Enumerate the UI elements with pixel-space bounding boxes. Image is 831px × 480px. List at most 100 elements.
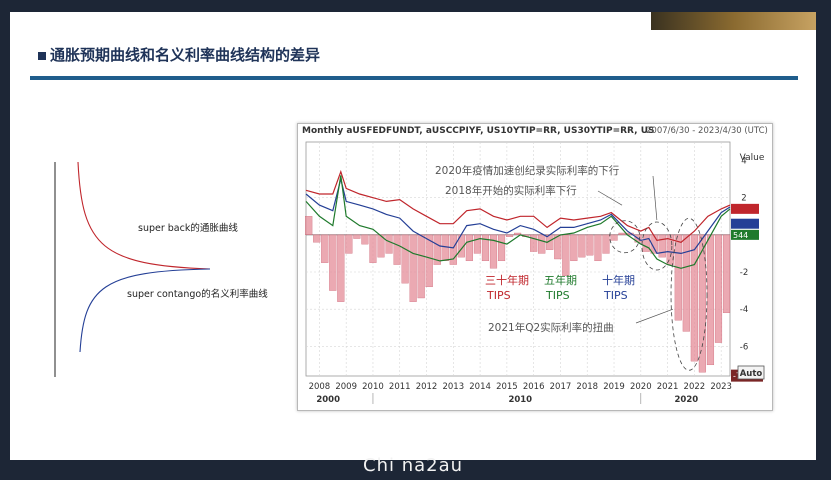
real-rate-bar	[554, 234, 562, 260]
y-tick-label: 2	[741, 194, 746, 204]
chart-panel: Monthly aUSFEDFUNDT, aUSCCPIYF, US10YTIP…	[297, 123, 773, 411]
contango-curve	[79, 268, 211, 353]
real-rate-bar	[417, 234, 425, 299]
real-rate-bar	[706, 234, 715, 366]
x-tick-label: 2010	[362, 382, 384, 392]
real-rate-bar	[530, 234, 538, 252]
real-rate-bar	[682, 234, 690, 332]
y-axis-label: Value	[740, 153, 765, 163]
x-tick-label: 2021	[657, 382, 679, 392]
chart-svg: 2008 2009 2010 2011 2012 2013 2014 2015 2016 2017…	[305, 141, 765, 405]
real-rate-bar	[489, 234, 498, 269]
legend-entry-line2: TIPS	[545, 289, 570, 302]
real-rate-bar	[690, 234, 698, 362]
current-value-label: 544	[733, 231, 748, 240]
era-label: 2000	[316, 395, 340, 405]
chart-date-range: 2007/6/30 - 2023/4/30 (UTC)	[646, 126, 768, 136]
real-rate-bar	[465, 234, 473, 262]
real-rate-bar	[425, 234, 433, 288]
annotation-leader	[652, 175, 658, 221]
annotation-text: 2020年疫情加速创纪录实际利率的下行	[435, 164, 620, 177]
x-tick-label: 2018	[576, 382, 598, 392]
legend-entry-line1: 三十年期	[485, 273, 529, 287]
y-tick-label: -4	[740, 305, 748, 315]
legend-entry-line1: 十年期	[602, 273, 635, 287]
real-rate-bar	[409, 234, 417, 302]
slide-title: 通胀预期曲线和名义利率曲线结构的差异	[38, 44, 320, 65]
real-rate-bar	[618, 232, 626, 236]
x-tick-label: 2015	[496, 382, 518, 392]
real-rate-bar	[650, 234, 658, 254]
real-rate-bar	[377, 234, 385, 258]
real-rate-bar	[586, 234, 594, 256]
contango-label: super contango的名义利率曲线	[127, 289, 268, 300]
x-tick-label: 2016	[523, 382, 545, 392]
x-tick-label: 2017	[550, 382, 572, 392]
x-tick-label: 2019	[603, 382, 625, 392]
real-rate-bar	[361, 234, 369, 245]
real-rate-bar	[337, 234, 345, 302]
real-rate-bar	[313, 234, 321, 243]
series-line	[305, 175, 731, 269]
annotation-text: 2018年开始的实际利率下行	[445, 184, 577, 197]
real-rate-bar	[401, 234, 409, 284]
real-rate-bar	[329, 234, 337, 291]
y-tick-label: -2	[740, 268, 748, 278]
x-tick-label: 2008	[309, 382, 331, 392]
real-rate-bar	[369, 234, 377, 263]
real-rate-bar	[481, 234, 490, 262]
highlight-ellipse	[609, 220, 641, 254]
legend-entry-line2: TIPS	[486, 289, 511, 302]
real-rate-bar	[514, 232, 522, 236]
x-tick-label: 2013	[442, 382, 464, 392]
annotation-text: 2021年Q2实际利率的扭曲	[488, 321, 614, 334]
watermark: Chi na2au	[363, 455, 464, 476]
title-underline	[30, 76, 798, 80]
real-rate-bar	[393, 234, 401, 265]
x-tick-label: 2020	[630, 382, 652, 392]
real-rate-bar	[570, 234, 578, 262]
current-value-flag	[731, 203, 759, 214]
real-rate-bar	[674, 234, 682, 321]
current-value-flag	[731, 229, 759, 240]
real-rate-bar	[610, 234, 618, 241]
real-rate-bar	[714, 234, 723, 343]
backwardation-label: super back的通胀曲线	[138, 223, 238, 234]
real-rate-bar	[722, 234, 731, 314]
annotation-leader	[597, 190, 623, 206]
annotation-leader	[635, 308, 674, 324]
slide-decoration	[651, 12, 816, 30]
real-rate-bar	[305, 216, 313, 236]
backwardation-curve	[77, 161, 211, 270]
x-tick-label: 2014	[469, 382, 491, 392]
series-line	[305, 178, 731, 255]
x-tick-label: 2022	[684, 382, 706, 392]
y-tick-label: 4	[741, 157, 746, 167]
x-tick-label: 2011	[389, 382, 411, 392]
series-line	[305, 169, 731, 243]
real-rate-bar	[602, 234, 610, 254]
real-rate-bar	[562, 234, 570, 276]
x-tick-label: 2009	[335, 382, 357, 392]
era-label: 2010	[508, 395, 532, 405]
real-rate-bar	[642, 234, 650, 252]
real-rate-bar	[578, 234, 586, 258]
slide-title-text: 通胀预期曲线和名义利率曲线结构的差异	[50, 46, 321, 64]
curve-sketch	[54, 161, 211, 377]
current-value-flag	[731, 218, 759, 229]
real-rate-bar	[345, 234, 353, 254]
auto-scale-button-box[interactable]	[737, 365, 765, 380]
real-rate-bar	[658, 234, 666, 258]
auto-scale-button[interactable]: Auto	[737, 365, 765, 380]
real-rate-bar	[505, 234, 514, 237]
real-rate-bar	[497, 234, 506, 262]
real-rate-bar	[538, 234, 546, 254]
highlight-ellipse	[670, 217, 708, 371]
real-rate-bar	[441, 234, 449, 262]
real-rate-bar	[433, 234, 441, 265]
real-rate-bar	[321, 234, 329, 263]
real-rate-bar	[385, 234, 393, 254]
highlight-ellipse	[641, 221, 673, 271]
legend-entry-line1: 五年期	[544, 273, 577, 287]
auto-scale-button-label: Auto	[740, 369, 763, 379]
